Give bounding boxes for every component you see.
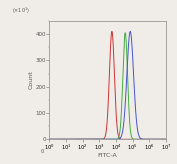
- Text: $(\times 10^{1})$: $(\times 10^{1})$: [12, 6, 30, 16]
- Y-axis label: Count: Count: [29, 71, 34, 90]
- X-axis label: FITC-A: FITC-A: [98, 154, 118, 158]
- Text: 0: 0: [40, 149, 44, 154]
